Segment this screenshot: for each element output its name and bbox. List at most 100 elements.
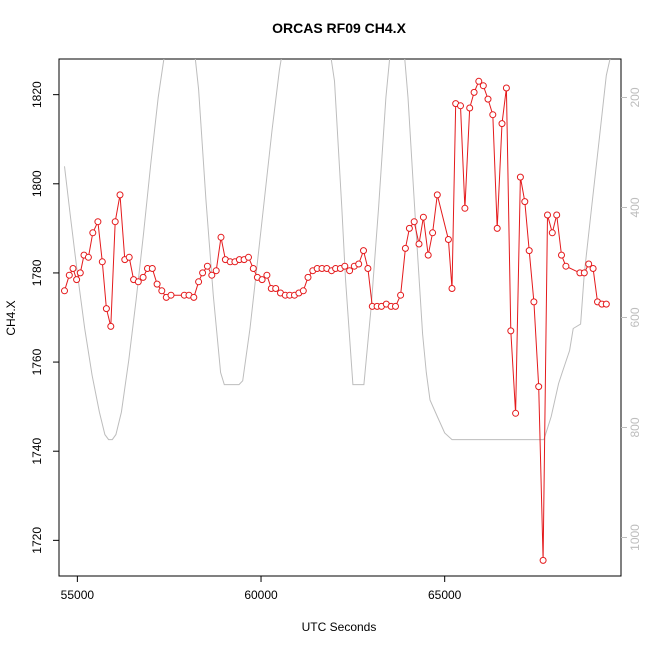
data-point (470, 88, 478, 96)
data-point (461, 204, 469, 212)
data-point (475, 77, 483, 85)
data-point (245, 253, 252, 261)
data-point (397, 291, 405, 299)
data-point (199, 269, 207, 277)
data-point (548, 229, 556, 237)
data-point (94, 218, 102, 226)
data-point (360, 247, 367, 255)
data-point (107, 322, 115, 330)
x-axis: 55000 60000 65000 (61, 576, 462, 602)
x-tick-label: 60000 (244, 588, 278, 602)
data-point (134, 278, 142, 286)
data-point (272, 285, 280, 292)
data-point (364, 265, 372, 272)
data-point (457, 102, 464, 110)
data-point (203, 262, 211, 270)
primary-series-layer (61, 77, 610, 564)
data-point (304, 273, 312, 281)
data-point (502, 84, 510, 92)
data-point (539, 556, 547, 564)
data-point (419, 213, 427, 221)
data-point (167, 291, 175, 299)
data-point (585, 260, 593, 268)
x-tick-label: 65000 (428, 588, 462, 602)
data-point (355, 260, 363, 268)
data-point (190, 293, 198, 301)
data-point (76, 269, 84, 277)
data-point (125, 253, 133, 261)
data-point (558, 251, 565, 259)
secondary-y-tick-label: 200 (628, 87, 642, 107)
secondary-y-tick-label: 600 (628, 307, 642, 327)
chart-title: ORCAS RF09 CH4.X (272, 20, 406, 36)
data-point (498, 120, 506, 128)
data-point (516, 173, 524, 181)
data-point (65, 271, 73, 279)
data-point (602, 300, 610, 308)
x-axis-label: UTC Seconds (302, 620, 377, 634)
data-point (553, 211, 561, 219)
data-point (448, 285, 456, 292)
data-point (111, 218, 119, 226)
data-point (562, 262, 570, 270)
data-point (589, 265, 597, 272)
data-point (580, 269, 588, 277)
data-point (544, 211, 551, 219)
data-point (346, 267, 354, 275)
data-point (405, 224, 413, 232)
data-point (392, 302, 399, 310)
primary-series-line (64, 80, 607, 561)
y-axis: 1720 1740 1760 1780 1800 1820 (30, 81, 59, 554)
data-point (69, 265, 77, 272)
data-point (158, 287, 166, 295)
data-point (444, 236, 452, 243)
secondary-series-line (64, 59, 611, 441)
data-point (263, 271, 271, 279)
y-tick-label: 1820 (30, 81, 44, 108)
data-point (530, 298, 538, 306)
data-point (466, 104, 474, 112)
y-tick-label: 1780 (30, 259, 44, 286)
data-point (489, 111, 497, 119)
data-point (61, 287, 68, 295)
data-point (217, 233, 225, 241)
data-point (410, 218, 418, 226)
data-point (208, 271, 216, 279)
data-point (429, 229, 437, 237)
secondary-y-tick-label: 1000 (628, 524, 642, 551)
data-point (249, 265, 257, 272)
y-tick-label: 1760 (30, 348, 44, 375)
data-point (512, 409, 520, 417)
data-point (535, 383, 543, 391)
data-point (258, 276, 266, 284)
secondary-y-tick-label: 400 (628, 197, 642, 217)
data-point (89, 229, 97, 237)
data-point (479, 82, 487, 90)
data-point (401, 244, 409, 252)
y-tick-label: 1740 (30, 438, 44, 465)
x-tick-label: 55000 (61, 588, 95, 602)
y-tick-label: 1720 (30, 527, 44, 554)
data-point (493, 224, 501, 232)
data-point (195, 278, 203, 286)
y-axis-label: CH4.X (4, 300, 18, 335)
data-point (102, 305, 110, 313)
data-point (299, 287, 307, 295)
data-point (116, 191, 124, 199)
plot-frame (58, 58, 622, 577)
data-point (484, 95, 492, 103)
data-point (521, 198, 529, 206)
data-point (433, 191, 441, 199)
y-tick-label: 1800 (30, 170, 44, 197)
data-point (98, 258, 106, 266)
secondary-y-axis: 200 400 600 800 1000 (621, 87, 642, 551)
data-point (148, 265, 156, 272)
data-point (424, 251, 432, 259)
data-point (84, 253, 92, 261)
secondary-y-tick-label: 800 (628, 417, 642, 437)
data-point (507, 327, 515, 335)
data-point (153, 280, 161, 288)
data-point (525, 247, 533, 255)
data-point (415, 240, 423, 248)
